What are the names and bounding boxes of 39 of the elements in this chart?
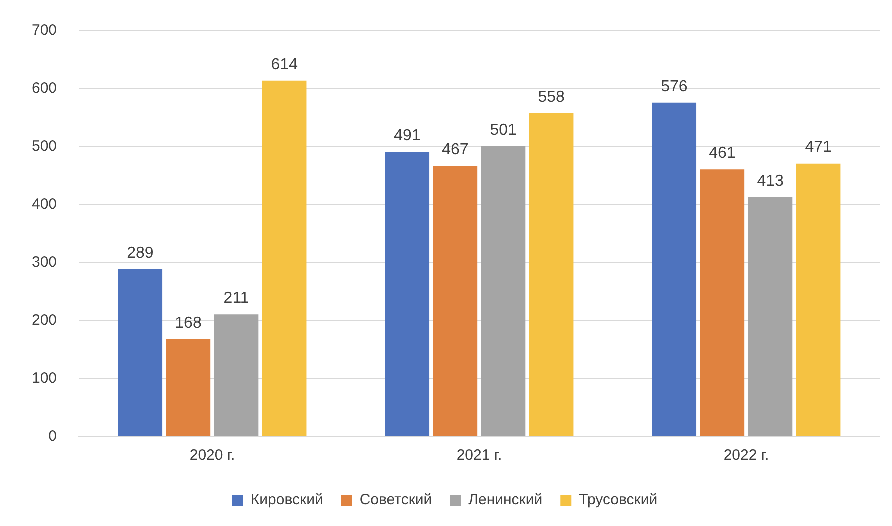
legend-label: Ленинский — [468, 492, 543, 509]
y-tick-label: 600 — [32, 80, 58, 98]
data-label: 501 — [490, 122, 517, 139]
legend-label: Кировский — [250, 492, 324, 509]
bar — [748, 197, 793, 436]
y-tick-label: 400 — [32, 196, 58, 214]
data-label: 491 — [394, 128, 421, 145]
data-label: 558 — [538, 88, 566, 106]
y-tick-label: 500 — [32, 138, 58, 156]
x-tick-label: 2020 г. — [190, 447, 236, 464]
y-tick-label: 300 — [32, 254, 58, 272]
bar — [700, 170, 745, 436]
y-tick-label: 100 — [32, 370, 58, 388]
bar — [481, 146, 526, 436]
data-label: 413 — [757, 172, 784, 190]
data-label: 614 — [271, 56, 298, 74]
bar — [166, 340, 211, 436]
bar — [652, 102, 697, 436]
data-label: 289 — [127, 244, 154, 262]
y-tick-label: 200 — [32, 312, 58, 330]
data-label: 168 — [175, 314, 202, 332]
bar — [385, 152, 430, 436]
bar — [214, 314, 259, 436]
data-label: 211 — [224, 290, 250, 308]
data-label: 467 — [442, 142, 469, 159]
data-label: 461 — [709, 145, 736, 162]
bar — [118, 269, 163, 436]
bar — [796, 164, 841, 436]
bar — [433, 166, 478, 436]
bar — [529, 113, 574, 436]
y-tick-label: 0 — [48, 428, 58, 446]
y-tick-label: 700 — [32, 22, 58, 40]
x-tick-label: 2022 г. — [724, 447, 770, 464]
legend-label: Советский — [360, 492, 432, 509]
bar — [262, 80, 307, 436]
data-label: 576 — [661, 78, 688, 96]
legend-label: Трусовский — [579, 492, 658, 509]
data-label: 471 — [805, 139, 832, 156]
x-tick-label: 2021 г. — [456, 447, 502, 464]
